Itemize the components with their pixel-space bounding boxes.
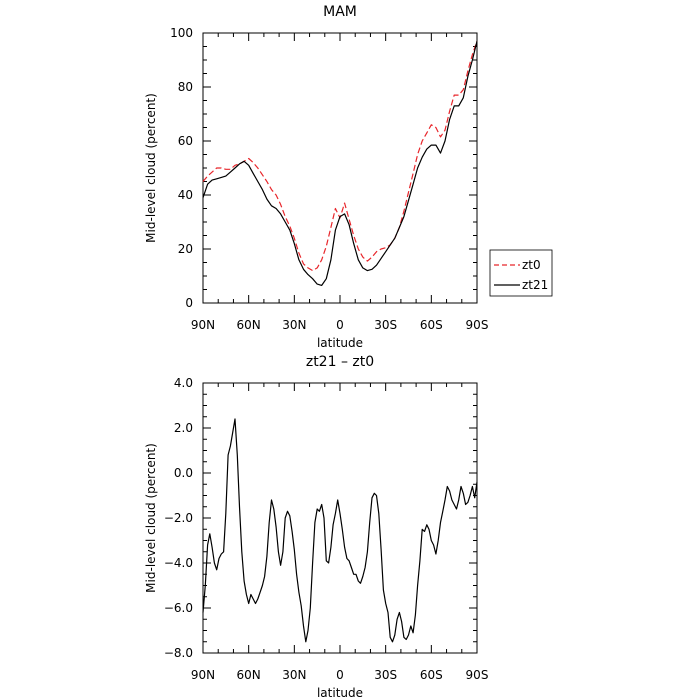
bottom-x-tick-label: 90S	[466, 668, 489, 682]
bottom-panel-title: zt21 – zt0	[306, 354, 374, 370]
top-series-line-zt0	[202, 40, 478, 272]
top-x-tick-label: 60S	[420, 318, 443, 332]
top-x-tick-label: 90S	[466, 318, 489, 332]
bottom-y-tick-label: −2.0	[164, 511, 193, 525]
top-plot-frame	[202, 32, 478, 304]
legend-label-zt0: zt0	[522, 258, 541, 272]
top-y-tick-label: 60	[178, 134, 193, 148]
legend-label-zt21: zt21	[522, 278, 548, 292]
bottom-y-tick-label: −4.0	[164, 556, 193, 570]
bottom-y-tick-label: −8.0	[164, 646, 193, 660]
top-panel-ylabel: Mid-level cloud (percent)	[144, 93, 158, 243]
bottom-plot-frame	[202, 382, 478, 654]
top-x-tick-label: 0	[336, 318, 344, 332]
top-x-tick-label: 30S	[374, 318, 397, 332]
top-y-tick-label: 0	[185, 296, 193, 310]
bottom-panel-xlabel: latitude	[317, 686, 363, 700]
top-y-tick-label: 100	[170, 26, 193, 40]
bottom-panel-difference: zt21 – zt0 latitude Mid-level cloud (per…	[144, 354, 488, 700]
bottom-x-tick-label: 0	[336, 668, 344, 682]
top-y-tick-label: 20	[178, 242, 193, 256]
bottom-x-tick-label: 30N	[282, 668, 306, 682]
top-x-tick-label: 60N	[237, 318, 261, 332]
bottom-panel-ylabel: Mid-level cloud (percent)	[144, 443, 158, 593]
legend: zt0 zt21	[489, 249, 553, 297]
bottom-x-tick-label: 60S	[420, 668, 443, 682]
top-panel-mam: MAM latitude Mid-level cloud (percent) 9…	[144, 4, 488, 350]
top-panel-title: MAM	[323, 4, 357, 20]
bottom-y-tick-label: 4.0	[174, 376, 193, 390]
top-series-line-zt21	[202, 40, 478, 286]
bottom-x-tick-label: 30S	[374, 668, 397, 682]
top-panel-xlabel: latitude	[317, 336, 363, 350]
top-x-tick-label: 90N	[191, 318, 215, 332]
bottom-y-tick-label: −6.0	[164, 601, 193, 615]
bottom-y-tick-label: 2.0	[174, 421, 193, 435]
top-y-tick-label: 40	[178, 188, 193, 202]
bottom-x-tick-label: 90N	[191, 668, 215, 682]
bottom-series-line-0	[202, 418, 478, 643]
legend-box	[489, 249, 553, 297]
bottom-y-tick-label: 0.0	[174, 466, 193, 480]
top-y-tick-label: 80	[178, 80, 193, 94]
bottom-x-tick-label: 60N	[237, 668, 261, 682]
top-x-tick-label: 30N	[282, 318, 306, 332]
